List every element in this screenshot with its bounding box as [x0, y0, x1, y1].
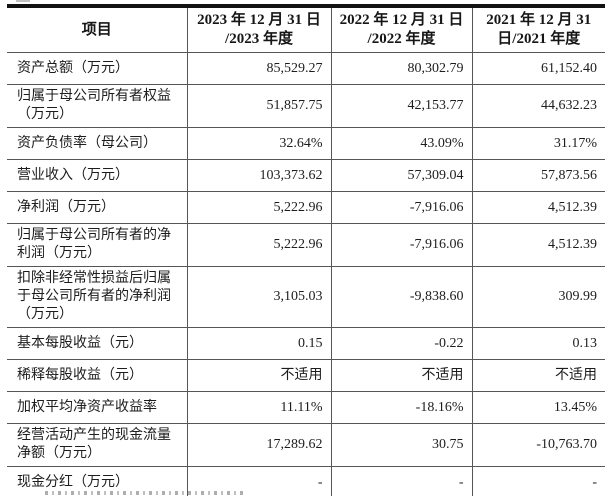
- header-row: 项目 2023 年 12 月 31 日 /2023 年度 2022 年 12 月…: [7, 5, 605, 53]
- row-value: -7,916.06: [330, 191, 473, 224]
- row-value: 0.15: [186, 327, 332, 360]
- table-row: 归属于母公司所有者的净利润（万元） 5,222.96 -7,916.06 4,512.…: [7, 223, 605, 267]
- row-label: 加权平均净资产收益率: [7, 391, 188, 424]
- row-value: 13.45%: [471, 391, 605, 424]
- row-value: 42,153.77: [330, 84, 473, 128]
- table-row: 基本每股收益（元） 0.15 -0.22 0.13: [7, 327, 605, 360]
- table-body: 资产总额（万元） 85,529.27 80,302.79 61,152.40 归属于母公…: [7, 52, 605, 496]
- row-value: 31.17%: [471, 127, 605, 160]
- row-value: 57,873.56: [471, 159, 605, 192]
- row-value: 32.64%: [186, 127, 332, 160]
- header-item: 项目: [7, 5, 188, 53]
- table-row: 资产负债率（母公司） 32.64% 43.09% 31.17%: [7, 127, 605, 160]
- header-period-2021-line2: 日/2021 年度: [497, 31, 581, 47]
- header-period-2022-line2: /2022 年度: [367, 31, 436, 47]
- row-value: 不适用: [471, 359, 605, 392]
- row-value: 80,302.79: [330, 52, 473, 85]
- header-period-2023-line2: /2023 年度: [225, 31, 293, 47]
- row-value: 30.75: [330, 423, 473, 467]
- header-period-2023: 2023 年 12 月 31 日 /2023 年度: [186, 5, 332, 53]
- table-row: 扣除非经常性损益后归属于母公司所有者的净利润（万元） 3,105.03 -9,838…: [7, 266, 605, 328]
- row-value: 11.11%: [186, 391, 332, 424]
- row-value: 103,373.62: [186, 159, 332, 192]
- row-value: 4,512.39: [471, 223, 605, 267]
- row-label: 资产总额（万元）: [7, 52, 188, 85]
- row-value: -9,838.60: [330, 266, 473, 328]
- row-label: 资产负债率（母公司）: [7, 127, 188, 160]
- row-value: -0.22: [330, 327, 473, 360]
- row-value: 51,857.75: [186, 84, 332, 128]
- clipped-text-artifact-top: [16, 0, 30, 2]
- row-label: 归属于母公司所有者权益（万元）: [7, 84, 188, 128]
- row-value: 309.99: [471, 266, 605, 328]
- row-value: 44,632.23: [471, 84, 605, 128]
- table-row: 加权平均净资产收益率 11.11% -18.16% 13.45%: [7, 391, 605, 424]
- table-row: 资产总额（万元） 85,529.27 80,302.79 61,152.40: [7, 52, 605, 85]
- row-value: 3,105.03: [186, 266, 332, 328]
- header-period-2022: 2022 年 12 月 31 日 /2022 年度: [330, 5, 473, 53]
- row-value: 5,222.96: [186, 223, 332, 267]
- row-label: 经营活动产生的现金流量净额（万元）: [7, 423, 188, 467]
- row-value: 0.13: [471, 327, 605, 360]
- row-value: 4,512.39: [471, 191, 605, 224]
- row-value: 43.09%: [330, 127, 473, 160]
- row-label: 稀释每股收益（元）: [7, 359, 188, 392]
- row-label: 基本每股收益（元）: [7, 327, 188, 360]
- table-row: 归属于母公司所有者权益（万元） 51,857.75 42,153.77 44,632.…: [7, 84, 605, 128]
- row-value: 5,222.96: [186, 191, 332, 224]
- header-period-2021-line1: 2021 年 12 月 31: [486, 12, 592, 28]
- row-value: -10,763.70: [471, 423, 605, 467]
- row-value: -: [330, 466, 473, 496]
- header-period-2023-line1: 2023 年 12 月 31 日: [197, 12, 321, 28]
- table-row: 营业收入（万元） 103,373.62 57,309.04 57,873.56: [7, 159, 605, 192]
- row-label: 扣除非经常性损益后归属于母公司所有者的净利润（万元）: [7, 266, 188, 328]
- row-value: -: [471, 466, 605, 496]
- row-label: 净利润（万元）: [7, 191, 188, 224]
- table-row: 经营活动产生的现金流量净额（万元） 17,289.62 30.75 -10,763.7…: [7, 423, 605, 467]
- row-value: 61,152.40: [471, 52, 605, 85]
- table-row: 现金分红（万元） - - -: [7, 466, 605, 496]
- table-row: 稀释每股收益（元） 不适用 不适用 不适用: [7, 359, 605, 392]
- row-value: 不适用: [330, 359, 473, 392]
- row-value: 17,289.62: [186, 423, 332, 467]
- table-row: 净利润（万元） 5,222.96 -7,916.06 4,512.39: [7, 191, 605, 224]
- row-value: 57,309.04: [330, 159, 473, 192]
- row-value: -7,916.06: [330, 223, 473, 267]
- clipped-text-artifact-bottom: [45, 491, 245, 495]
- row-value: 不适用: [186, 359, 332, 392]
- row-value: -18.16%: [330, 391, 473, 424]
- row-value: 85,529.27: [186, 52, 332, 85]
- row-label: 归属于母公司所有者的净利润（万元）: [7, 223, 188, 267]
- header-period-2021: 2021 年 12 月 31 日/2021 年度: [471, 5, 605, 53]
- row-label: 营业收入（万元）: [7, 159, 188, 192]
- header-period-2022-line1: 2022 年 12 月 31 日: [339, 12, 464, 28]
- financial-indicators-table: 项目 2023 年 12 月 31 日 /2023 年度 2022 年 12 月…: [7, 4, 605, 496]
